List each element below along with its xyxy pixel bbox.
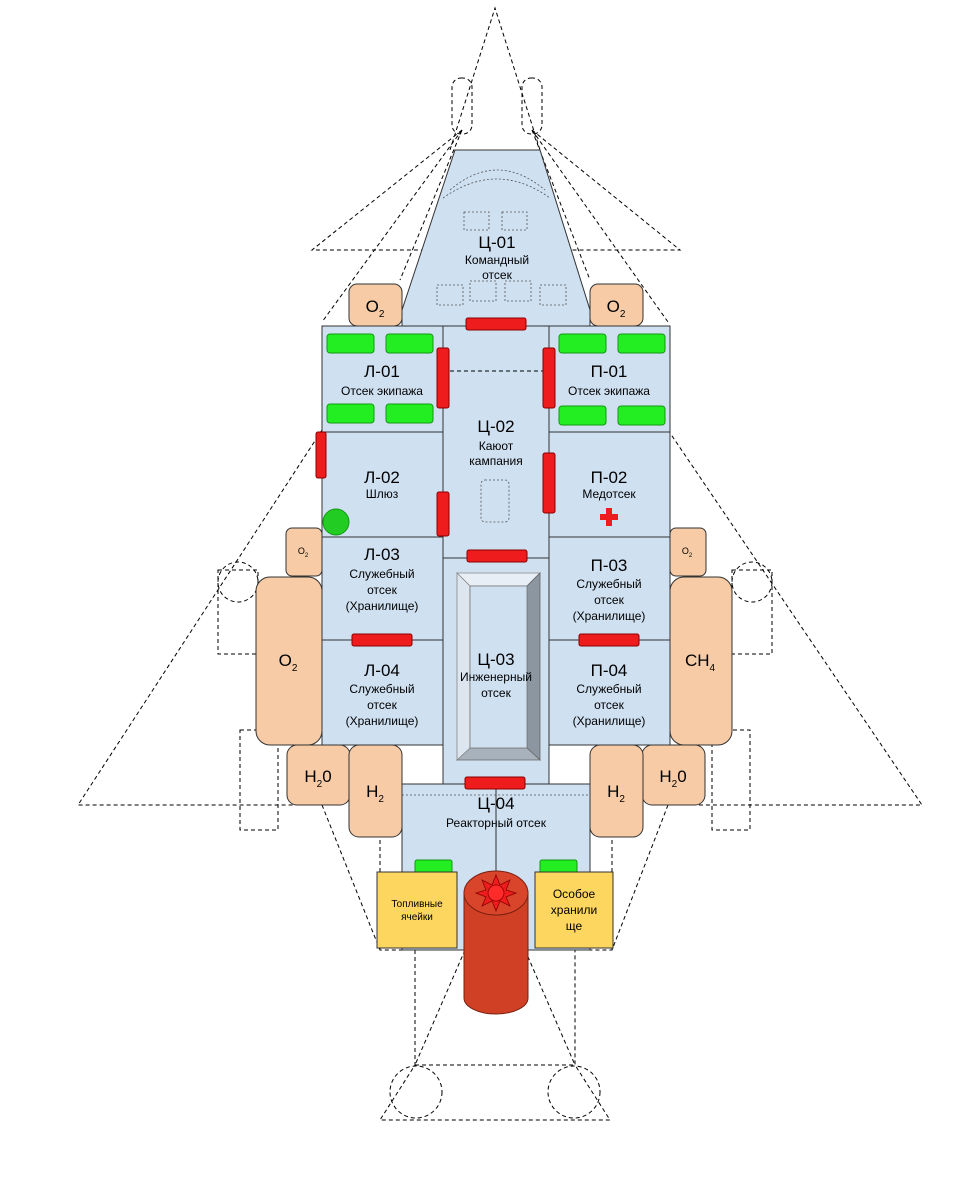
- doors: [315, 317, 640, 790]
- door-icon: [436, 347, 450, 409]
- room-name: Служебный: [576, 577, 641, 591]
- svg-text:CH4: CH4: [685, 651, 716, 674]
- bunk-icon: [558, 333, 607, 354]
- door-icon: [436, 491, 450, 537]
- room-name: (Хранилище): [573, 609, 646, 623]
- svg-text:O2: O2: [607, 297, 626, 320]
- svg-text:H20: H20: [659, 767, 686, 790]
- tank-ch4-big-right: CH4: [669, 576, 733, 746]
- tank-o2-top-right: O2: [589, 283, 644, 327]
- room-p03-storage: П-03 Служебный отсек (Хранилище): [548, 536, 671, 641]
- room-name: Командный: [465, 253, 529, 267]
- room-code: Ц-01: [478, 233, 515, 252]
- door-icon: [578, 633, 640, 647]
- room-code: Л-04: [364, 661, 400, 680]
- medical-cross-icon: [600, 508, 618, 526]
- room-code: Л-02: [364, 468, 400, 487]
- svg-text:H2: H2: [607, 782, 625, 805]
- room-code: П-01: [591, 362, 628, 381]
- room-code: П-04: [591, 661, 628, 680]
- room-name: отсек: [367, 698, 397, 712]
- room-c03-engineering: Ц-03 Инженерный отсек: [442, 557, 550, 785]
- room-name: Реакторный отсек: [446, 816, 547, 830]
- room-name: отсек: [594, 593, 624, 607]
- room-p02-medbay: П-02 Медотсек: [548, 431, 671, 538]
- room-p04-storage: П-04 Служебный отсек (Хранилище): [548, 639, 671, 746]
- reactor-core-icon: [463, 870, 529, 1015]
- room-name: (Хранилище): [346, 599, 419, 613]
- door-icon: [542, 347, 556, 409]
- room-name: отсек: [367, 583, 397, 597]
- tank-h2-left: H2: [348, 744, 403, 838]
- room-name: кампания: [469, 454, 522, 468]
- door-icon: [315, 431, 327, 479]
- svg-text:H20: H20: [304, 767, 331, 790]
- tank-o2-top-left: O2: [348, 283, 403, 327]
- room-l01-crew: Л-01 Отсек экипажа: [321, 325, 444, 433]
- tank-h2o-right: H20: [641, 744, 706, 806]
- room-name: отсек: [482, 268, 512, 282]
- tanks: O2 O2 O2 O2 O2 CH4 H20 H20: [255, 283, 733, 838]
- room-name: отсек: [481, 686, 511, 700]
- door-icon: [464, 776, 526, 790]
- room-name: Каюот: [479, 439, 514, 453]
- room-code: П-02: [591, 468, 628, 487]
- module-label: хранили: [551, 903, 597, 917]
- room-code: Ц-04: [477, 794, 514, 813]
- tank-o2-small-left: O2: [285, 527, 323, 577]
- room-p01-crew: П-01 Отсек экипажа: [548, 325, 671, 433]
- bunk-icon: [385, 333, 434, 354]
- bunk-icon: [385, 403, 434, 424]
- tank-h2o-left: H20: [286, 744, 351, 806]
- room-code: Ц-02: [477, 417, 514, 436]
- svg-text:O2: O2: [298, 546, 309, 559]
- svg-text:O2: O2: [366, 297, 385, 320]
- module-label: Топливные: [391, 899, 443, 910]
- tank-o2-small-right: O2: [669, 527, 707, 577]
- room-name: Отсек экипажа: [568, 384, 650, 398]
- tank-o2-big-left: O2: [255, 576, 323, 746]
- room-code: П-03: [591, 556, 628, 575]
- airlock-hatch-icon: [322, 508, 350, 536]
- room-l03-storage: Л-03 Служебный отсек (Хранилище): [321, 536, 444, 641]
- svg-text:O2: O2: [682, 546, 693, 559]
- room-l02-airlock: Л-02 Шлюз: [321, 431, 444, 538]
- svg-text:O2: O2: [279, 651, 298, 674]
- room-name: Служебный: [576, 682, 641, 696]
- room-name: Служебный: [349, 682, 414, 696]
- module-label: Особое: [553, 887, 596, 901]
- room-name: Отсек экипажа: [341, 384, 423, 398]
- door-icon: [351, 633, 413, 647]
- bunk-icon: [558, 405, 607, 426]
- room-name: (Хранилище): [573, 714, 646, 728]
- room-name: Медотсек: [582, 487, 636, 501]
- room-name: отсек: [594, 698, 624, 712]
- room-code: Л-03: [364, 545, 400, 564]
- door-icon: [542, 452, 556, 514]
- door-icon: [466, 549, 528, 563]
- room-name: (Хранилище): [346, 714, 419, 728]
- room-code: Ц-03: [477, 650, 514, 669]
- svg-text:H2: H2: [366, 782, 384, 805]
- room-name: Служебный: [349, 567, 414, 581]
- room-c02-cabin: Ц-02 Каюот кампания: [442, 325, 550, 559]
- module-label: ячейки: [401, 912, 433, 923]
- special-storage-module: Особое хранили ще: [534, 859, 614, 949]
- room-name: Инженерный: [460, 670, 532, 684]
- room-c01-command: Ц-01 Командный отсек: [401, 149, 591, 327]
- bunk-icon: [617, 405, 666, 426]
- tank-h2-right: H2: [589, 744, 644, 838]
- bunk-icon: [617, 333, 666, 354]
- door-icon: [465, 317, 527, 331]
- bunk-icon: [326, 403, 375, 424]
- room-name: Шлюз: [366, 487, 399, 501]
- room-code: Л-01: [364, 362, 400, 381]
- rooms: Ц-01 Командный отсек Л-01 Отсек экипажа …: [321, 149, 671, 951]
- bunk-icon: [326, 333, 375, 354]
- room-l04-storage: Л-04 Служебный отсек (Хранилище): [321, 639, 444, 746]
- module-label: ще: [566, 919, 583, 933]
- fuel-cells-module: Топливные ячейки: [376, 859, 458, 949]
